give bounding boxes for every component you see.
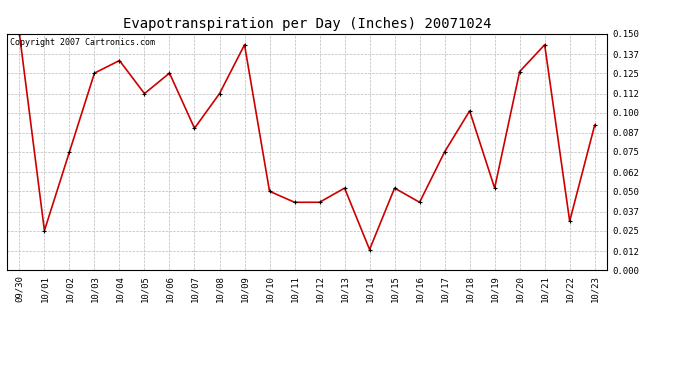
Text: Copyright 2007 Cartronics.com: Copyright 2007 Cartronics.com <box>10 39 155 48</box>
Title: Evapotranspiration per Day (Inches) 20071024: Evapotranspiration per Day (Inches) 2007… <box>123 17 491 31</box>
